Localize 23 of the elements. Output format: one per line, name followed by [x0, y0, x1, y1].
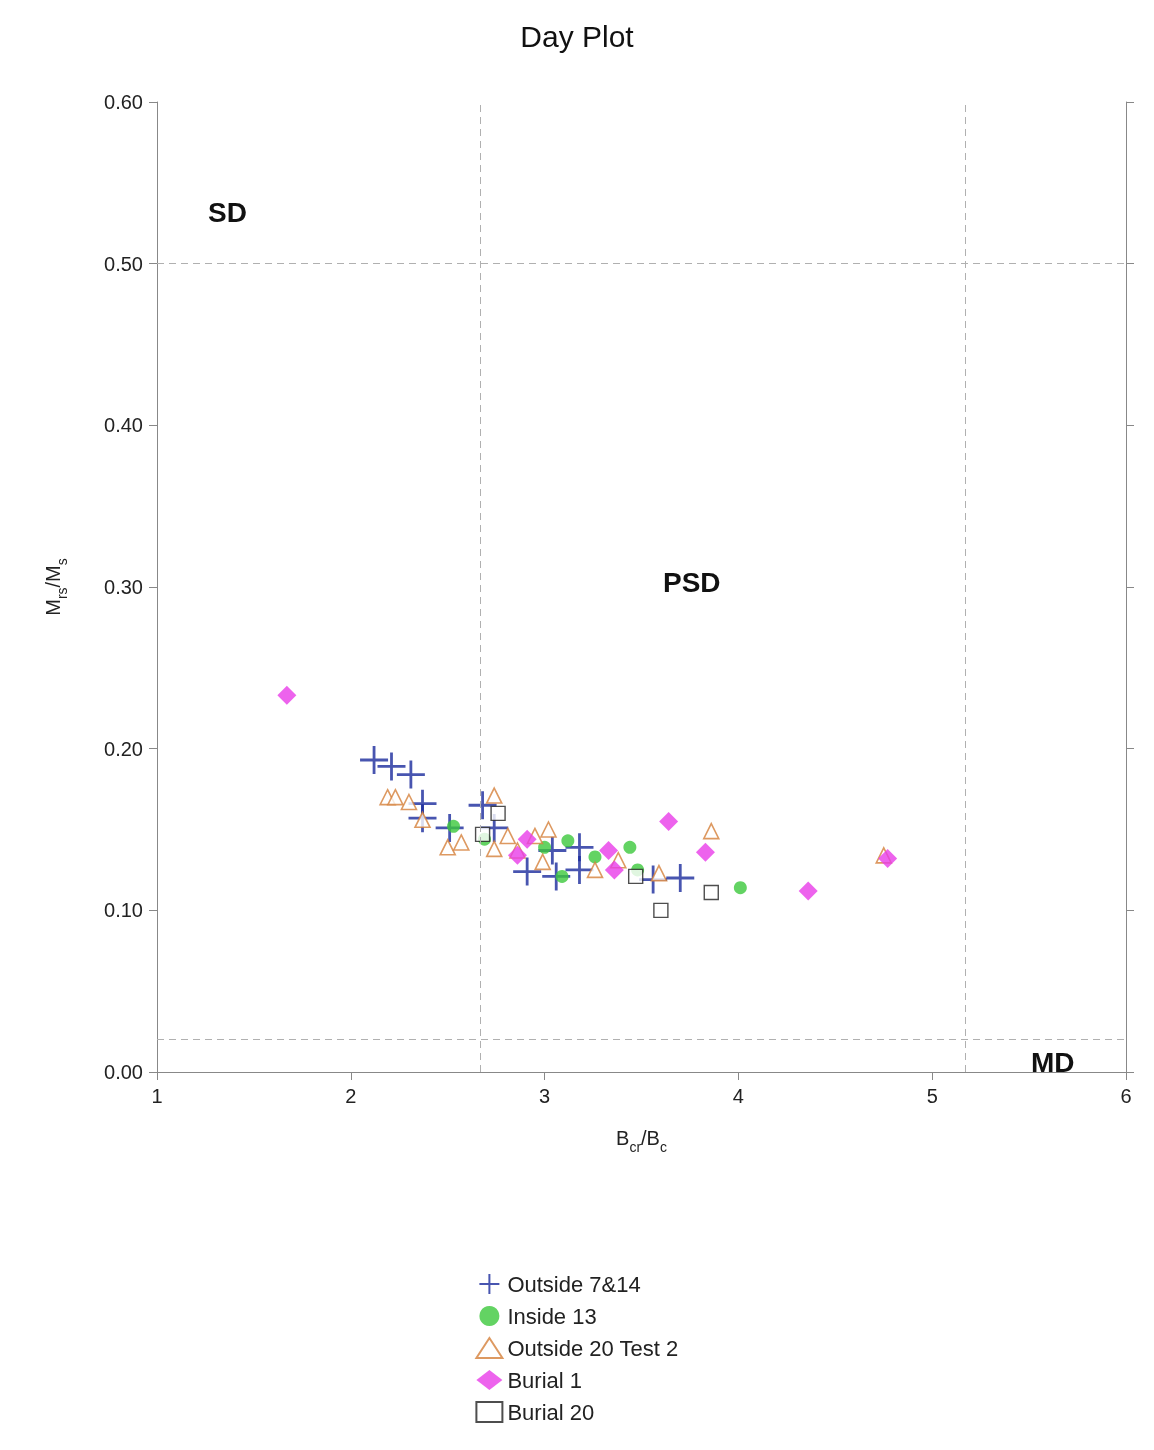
- x-tick-label: 4: [732, 1085, 744, 1107]
- chart-title: Day Plot: [520, 19, 635, 53]
- annotation: SD: [208, 196, 247, 228]
- y-tick-label: 0.00: [104, 1061, 143, 1083]
- y-tick-label: 0.10: [104, 899, 143, 922]
- x-tick-label: 6: [1120, 1085, 1132, 1107]
- x-tick-label: 5: [926, 1085, 938, 1107]
- x-tick-label: 2: [345, 1085, 357, 1107]
- y-tick-label: 0.50: [104, 252, 143, 275]
- legend-label: Outside 7&14: [507, 1271, 641, 1297]
- legend-label: Inside 13: [507, 1303, 597, 1329]
- x-tick-label: 1: [151, 1085, 163, 1107]
- y-tick-label: 0.20: [104, 737, 143, 760]
- y-axis-title: Mrs/Ms: [42, 558, 70, 616]
- annotation: PSD: [663, 566, 721, 598]
- y-tick-label: 0.60: [104, 91, 143, 113]
- legend-label: Burial 20: [507, 1399, 595, 1425]
- annotation: MD: [1031, 1046, 1075, 1078]
- y-tick-label: 0.30: [104, 576, 143, 598]
- legend-label: Burial 1: [507, 1367, 582, 1393]
- x-tick-label: 3: [539, 1085, 551, 1107]
- y-tick-label: 0.40: [104, 414, 143, 437]
- legend-label: Outside 20 Test 2: [507, 1335, 679, 1361]
